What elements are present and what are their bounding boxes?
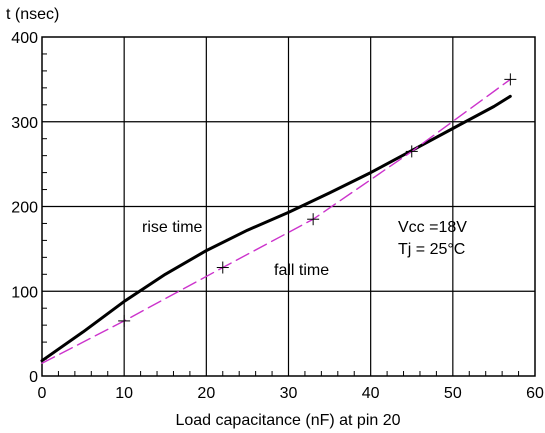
y-tick-label: 100	[11, 284, 38, 301]
fall-time-point	[504, 73, 517, 86]
fall-time-point	[307, 213, 320, 226]
fall-time-point	[405, 145, 418, 158]
fall-time-point	[118, 314, 131, 327]
x-tick-label: 10	[115, 385, 133, 402]
rise-time-label: rise time	[142, 219, 203, 236]
fall-time-point	[216, 261, 229, 274]
vcc-annotation: Vcc =18V	[398, 219, 467, 236]
y-tick-label: 200	[11, 200, 38, 217]
y-tick-label: 300	[11, 115, 38, 132]
grid	[42, 37, 535, 376]
x-tick-label: 50	[444, 385, 462, 402]
fall-time-line	[41, 78, 511, 364]
plot-frame	[41, 36, 536, 377]
series-layer	[40, 78, 512, 364]
rise-time-line	[40, 94, 512, 363]
fall-time-markers	[118, 73, 517, 327]
x-tick-label: 40	[362, 385, 380, 402]
y-tick-label: 400	[11, 30, 38, 47]
y-axis-ticks: 0 100 200 300 400	[11, 30, 47, 386]
x-tick-label: 60	[526, 385, 544, 402]
x-tick-label: 30	[280, 385, 298, 402]
fall-time-label: fall time	[274, 262, 329, 279]
y-tick-label: 0	[29, 369, 38, 386]
x-axis-title: Load capacitance (nF) at pin 20	[175, 412, 400, 429]
y-axis-title: t (nsec)	[6, 6, 59, 23]
x-tick-label: 0	[38, 385, 47, 402]
tj-annotation: Tj = 25°C	[398, 241, 465, 258]
x-tick-label: 20	[197, 385, 215, 402]
x-axis-ticks: 0 10 20 30 40 50 60	[38, 371, 544, 402]
